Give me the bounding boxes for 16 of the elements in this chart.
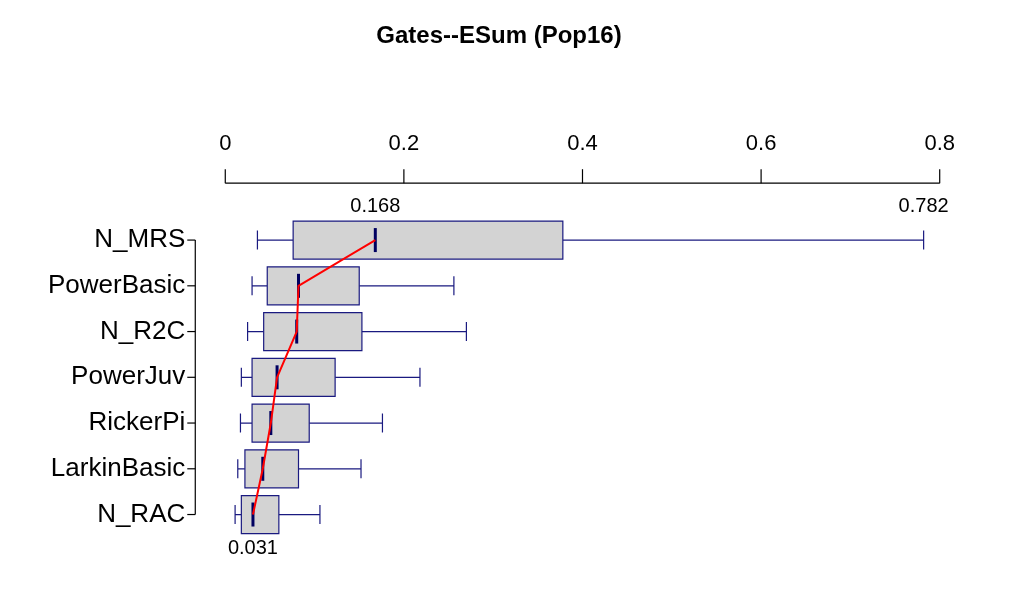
y-tick-label: PowerBasic (47, 268, 186, 299)
annotation: 0.782 (898, 193, 949, 216)
chart-title: Gates--ESum (Pop16) (376, 21, 622, 49)
y-tick-label: LarkinBasic (50, 451, 186, 482)
y-tick-label: N_RAC (97, 497, 186, 528)
x-tick-label: 0.2 (388, 130, 420, 156)
annotation: 0.168 (350, 193, 401, 216)
x-tick-label: 0.8 (924, 130, 956, 156)
annotation: 0.031 (227, 536, 278, 559)
x-tick-label: 0.6 (745, 130, 777, 156)
y-tick-label: N_MRS (94, 223, 186, 254)
y-tick-label: N_R2C (100, 314, 186, 345)
x-tick-label: 0 (219, 130, 232, 156)
y-tick-label: PowerJuv (71, 360, 186, 391)
x-tick-label: 0.4 (567, 130, 598, 156)
y-tick-label: RickerPi (88, 406, 186, 437)
